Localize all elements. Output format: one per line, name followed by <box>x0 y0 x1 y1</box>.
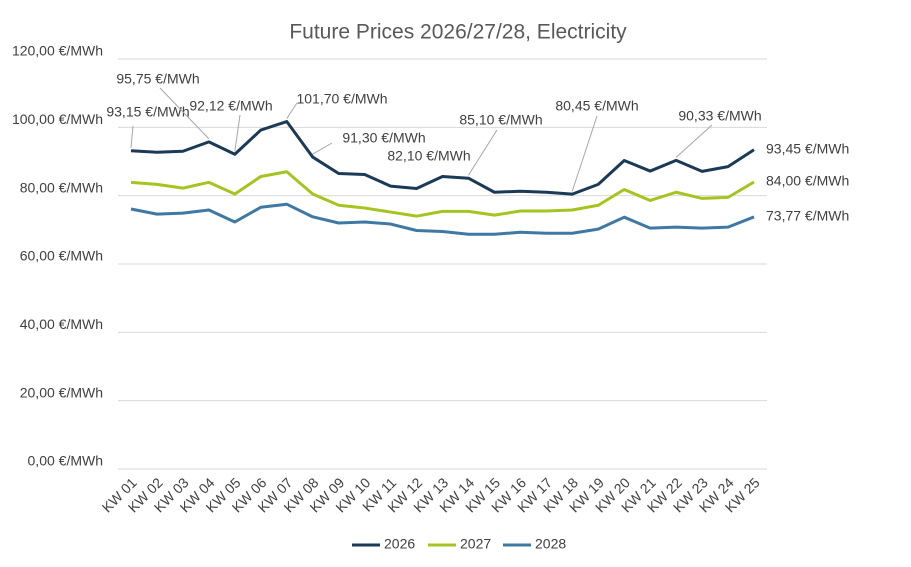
leader-line <box>286 102 298 119</box>
y-tick-label: 60,00 €/MWh <box>20 248 103 264</box>
leader-line <box>675 124 713 158</box>
line-series <box>130 120 755 196</box>
data-label: 92,12 €/MWh <box>189 98 272 114</box>
y-tick-label: 80,00 €/MWh <box>20 179 103 195</box>
leader-line <box>130 125 134 148</box>
data-label: 95,75 €/MWh <box>116 71 199 87</box>
data-label: 85,10 €/MWh <box>459 112 542 128</box>
data-label: 82,10 €/MWh <box>387 148 470 164</box>
leader-line <box>159 87 210 140</box>
y-tick-label: 120,00 €/MWh <box>12 43 103 59</box>
data-label: 80,45 €/MWh <box>555 98 638 114</box>
y-tick-label: 0,00 €/MWh <box>28 453 103 469</box>
y-tick-label: 40,00 €/MWh <box>20 316 103 332</box>
data-label: 93,45 €/MWh <box>766 140 849 156</box>
legend-label: 2027 <box>460 536 491 552</box>
data-label: 73,77 €/MWh <box>766 208 849 224</box>
leader-line <box>312 142 333 155</box>
y-tick-label: 100,00 €/MWh <box>12 111 103 127</box>
legend-label: 2026 <box>384 536 415 552</box>
leader-line <box>468 129 498 176</box>
data-label: 90,33 €/MWh <box>678 108 761 124</box>
legend-label: 2028 <box>535 536 566 552</box>
line-series <box>130 202 755 236</box>
chart-title: Future Prices 2026/27/28, Electricity <box>289 21 627 44</box>
data-label: 93,15 €/MWh <box>106 104 189 120</box>
y-tick-label: 20,00 €/MWh <box>20 384 103 400</box>
data-label: 84,00 €/MWh <box>766 173 849 189</box>
leader-line <box>234 114 241 152</box>
data-label: 91,30 €/MWh <box>342 130 425 146</box>
line-series <box>130 170 755 218</box>
data-label: 101,70 €/MWh <box>296 91 387 107</box>
leader-line <box>571 115 598 192</box>
